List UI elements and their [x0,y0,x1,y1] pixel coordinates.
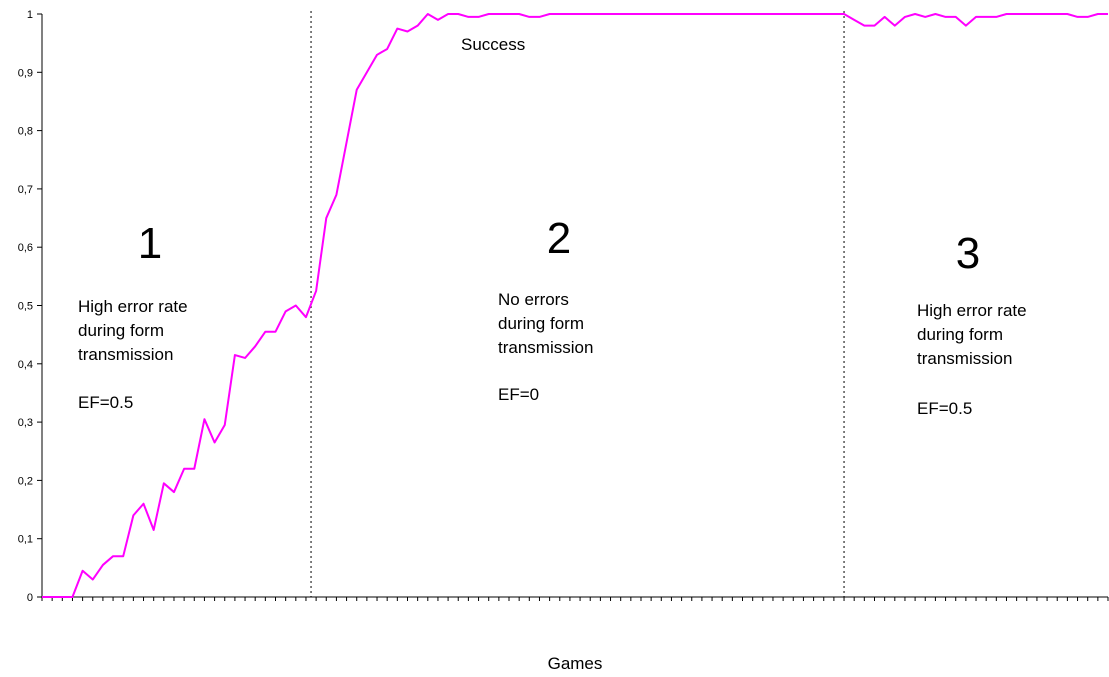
region-2-line-2: during form [498,314,584,333]
region-3-line-1: High error rate [917,301,1027,320]
region-1-line-1: High error rate [78,297,188,316]
success-rate-line [42,13,1108,598]
y-tick-label: 0,7 [18,184,33,196]
region-3-number: 3 [956,229,980,278]
y-tick-label: 0,4 [18,359,33,371]
region-3-ef: EF=0.5 [917,399,972,418]
y-tick-label: 0,1 [18,534,33,546]
region-2-line-1: No errors [498,290,569,309]
region-1-number: 1 [138,219,162,268]
region-3-line-3: transmission [917,349,1012,368]
series-layer [42,13,1108,598]
y-tick-label: 0,2 [18,475,33,487]
x-axis-ticks [41,597,1109,601]
phase-divider-lines [310,11,845,597]
region-2-line-3: transmission [498,338,593,357]
region-1-line-2: during form [78,321,164,340]
y-tick-label: 0,6 [18,242,33,254]
region-2-ef: EF=0 [498,385,539,404]
y-tick-label: 0,9 [18,67,33,79]
region-1-line-3: transmission [78,345,173,364]
region-3-line-2: during form [917,325,1003,344]
region-2-number: 2 [547,214,571,263]
y-tick-label: 0,8 [18,126,33,138]
y-tick-label: 1 [27,9,33,21]
y-axis-ticks: 0 0,1 0,2 0,3 0,4 0,5 0,6 0,7 0,8 0,9 1 [18,9,42,604]
success-label: Success [461,35,525,54]
region-1-ef: EF=0.5 [78,393,133,412]
y-tick-label: 0 [27,592,33,604]
x-axis-title: Games [548,654,603,673]
y-tick-label: 0,5 [18,301,33,313]
y-tick-label: 0,3 [18,417,33,429]
